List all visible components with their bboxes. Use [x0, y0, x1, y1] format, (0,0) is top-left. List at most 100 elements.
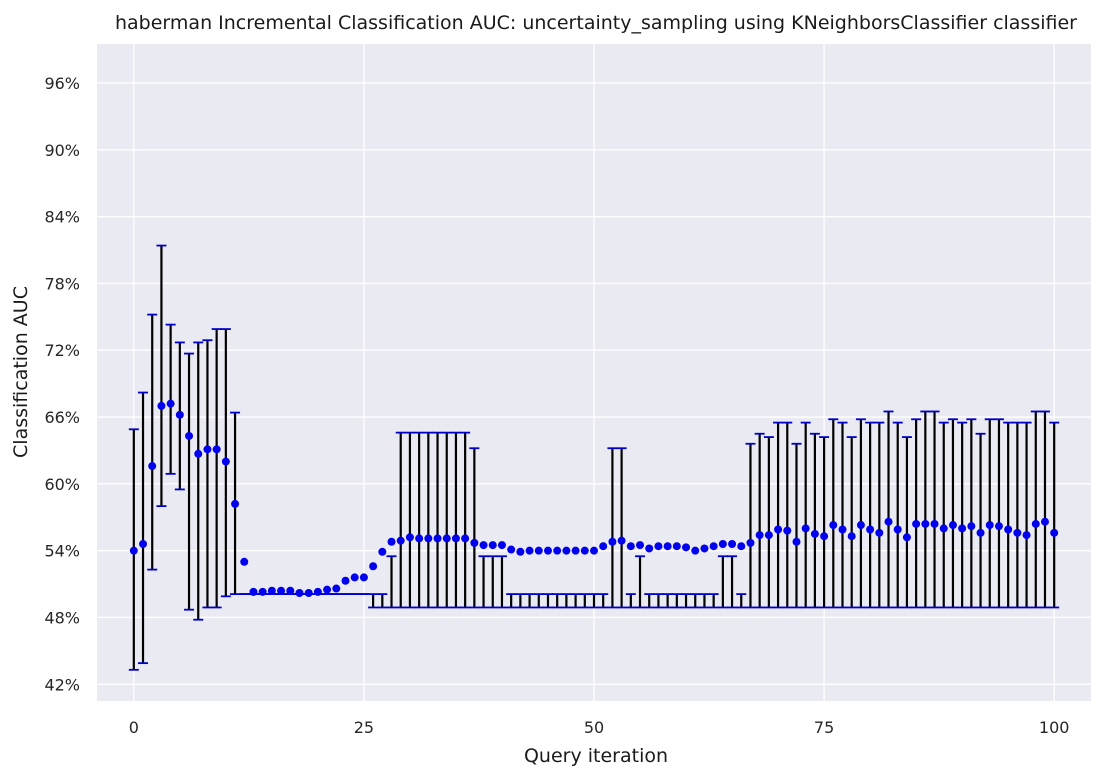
data-point	[608, 537, 617, 546]
data-point	[893, 525, 902, 534]
data-point	[488, 541, 497, 550]
data-point	[451, 534, 460, 543]
data-point	[562, 546, 571, 555]
data-point	[617, 536, 626, 545]
data-point	[534, 546, 543, 555]
data-point	[479, 541, 488, 550]
data-point	[1050, 528, 1059, 537]
data-point	[958, 524, 967, 533]
x-tick-label: 25	[354, 718, 374, 737]
data-point	[571, 546, 580, 555]
data-point	[645, 544, 654, 553]
data-point	[433, 534, 442, 543]
data-point	[442, 534, 451, 543]
x-tick-label: 100	[1039, 718, 1070, 737]
data-point	[654, 542, 663, 551]
data-point	[323, 585, 332, 594]
data-point	[700, 544, 709, 553]
data-point	[580, 546, 589, 555]
data-point	[599, 542, 608, 551]
data-point	[875, 528, 884, 537]
data-point	[691, 546, 700, 555]
data-point	[829, 521, 838, 530]
data-point	[405, 533, 414, 542]
data-point	[185, 431, 194, 440]
data-point	[415, 534, 424, 543]
data-point	[396, 536, 405, 545]
data-point	[636, 541, 645, 550]
data-point	[746, 538, 755, 547]
data-point	[866, 525, 875, 534]
data-point	[387, 537, 396, 546]
data-point	[838, 525, 847, 534]
data-point	[249, 587, 258, 596]
data-point	[985, 521, 994, 530]
data-point	[682, 543, 691, 552]
data-point	[847, 532, 856, 541]
data-point	[203, 445, 212, 454]
y-tick-labels: 42% 48% 54% 60% 66% 72% 78% 84% 90% 96%	[44, 74, 80, 694]
data-point	[295, 588, 304, 597]
data-points	[129, 399, 1059, 597]
data-point	[1040, 517, 1049, 526]
x-tick-labels: 0 25 50 75 100	[129, 718, 1070, 737]
error-bars	[128, 244, 1060, 671]
data-point	[976, 528, 985, 537]
data-point	[175, 410, 184, 419]
data-point	[884, 517, 893, 526]
data-point	[948, 521, 957, 530]
y-tick-label: 66%	[44, 408, 80, 427]
data-point	[212, 445, 221, 454]
data-point	[921, 519, 930, 528]
data-point	[856, 521, 865, 530]
data-point	[359, 573, 368, 582]
data-point	[369, 562, 378, 571]
data-point	[1031, 519, 1040, 528]
data-point	[930, 519, 939, 528]
y-tick-label: 78%	[44, 274, 80, 293]
data-point	[166, 399, 175, 408]
data-point	[525, 546, 534, 555]
data-point	[267, 586, 276, 595]
x-tick-label: 50	[584, 718, 604, 737]
data-point	[764, 531, 773, 540]
y-tick-label: 90%	[44, 141, 80, 160]
data-point	[139, 539, 148, 548]
data-point	[148, 462, 157, 471]
data-point	[350, 573, 359, 582]
data-point	[516, 547, 525, 556]
data-point	[590, 546, 598, 555]
data-point	[553, 546, 562, 555]
y-tick-label: 96%	[44, 74, 80, 93]
data-point	[221, 457, 230, 466]
data-point	[967, 522, 976, 531]
x-tick-label: 75	[814, 718, 834, 737]
data-point	[258, 587, 267, 596]
data-point	[461, 534, 470, 543]
y-tick-label: 54%	[44, 542, 80, 561]
data-point	[313, 587, 322, 596]
data-point	[378, 547, 387, 556]
data-point	[304, 588, 313, 597]
data-point	[194, 449, 203, 458]
data-point	[994, 522, 1003, 531]
data-point	[332, 584, 341, 593]
data-point	[341, 576, 350, 585]
data-point	[912, 519, 921, 528]
data-point	[497, 541, 506, 550]
x-tick-label: 0	[129, 718, 139, 737]
data-point	[507, 545, 516, 554]
data-point	[1013, 528, 1022, 537]
y-tick-label: 60%	[44, 475, 80, 494]
data-point	[286, 586, 295, 595]
data-point	[277, 586, 286, 595]
data-point	[801, 524, 810, 533]
chart-title: haberman Incremental Classification AUC:…	[115, 12, 1077, 34]
data-point	[755, 531, 764, 540]
data-point	[1004, 525, 1013, 534]
data-point	[240, 557, 249, 566]
data-point	[774, 525, 783, 534]
data-point	[1022, 531, 1031, 540]
data-point	[709, 542, 718, 551]
